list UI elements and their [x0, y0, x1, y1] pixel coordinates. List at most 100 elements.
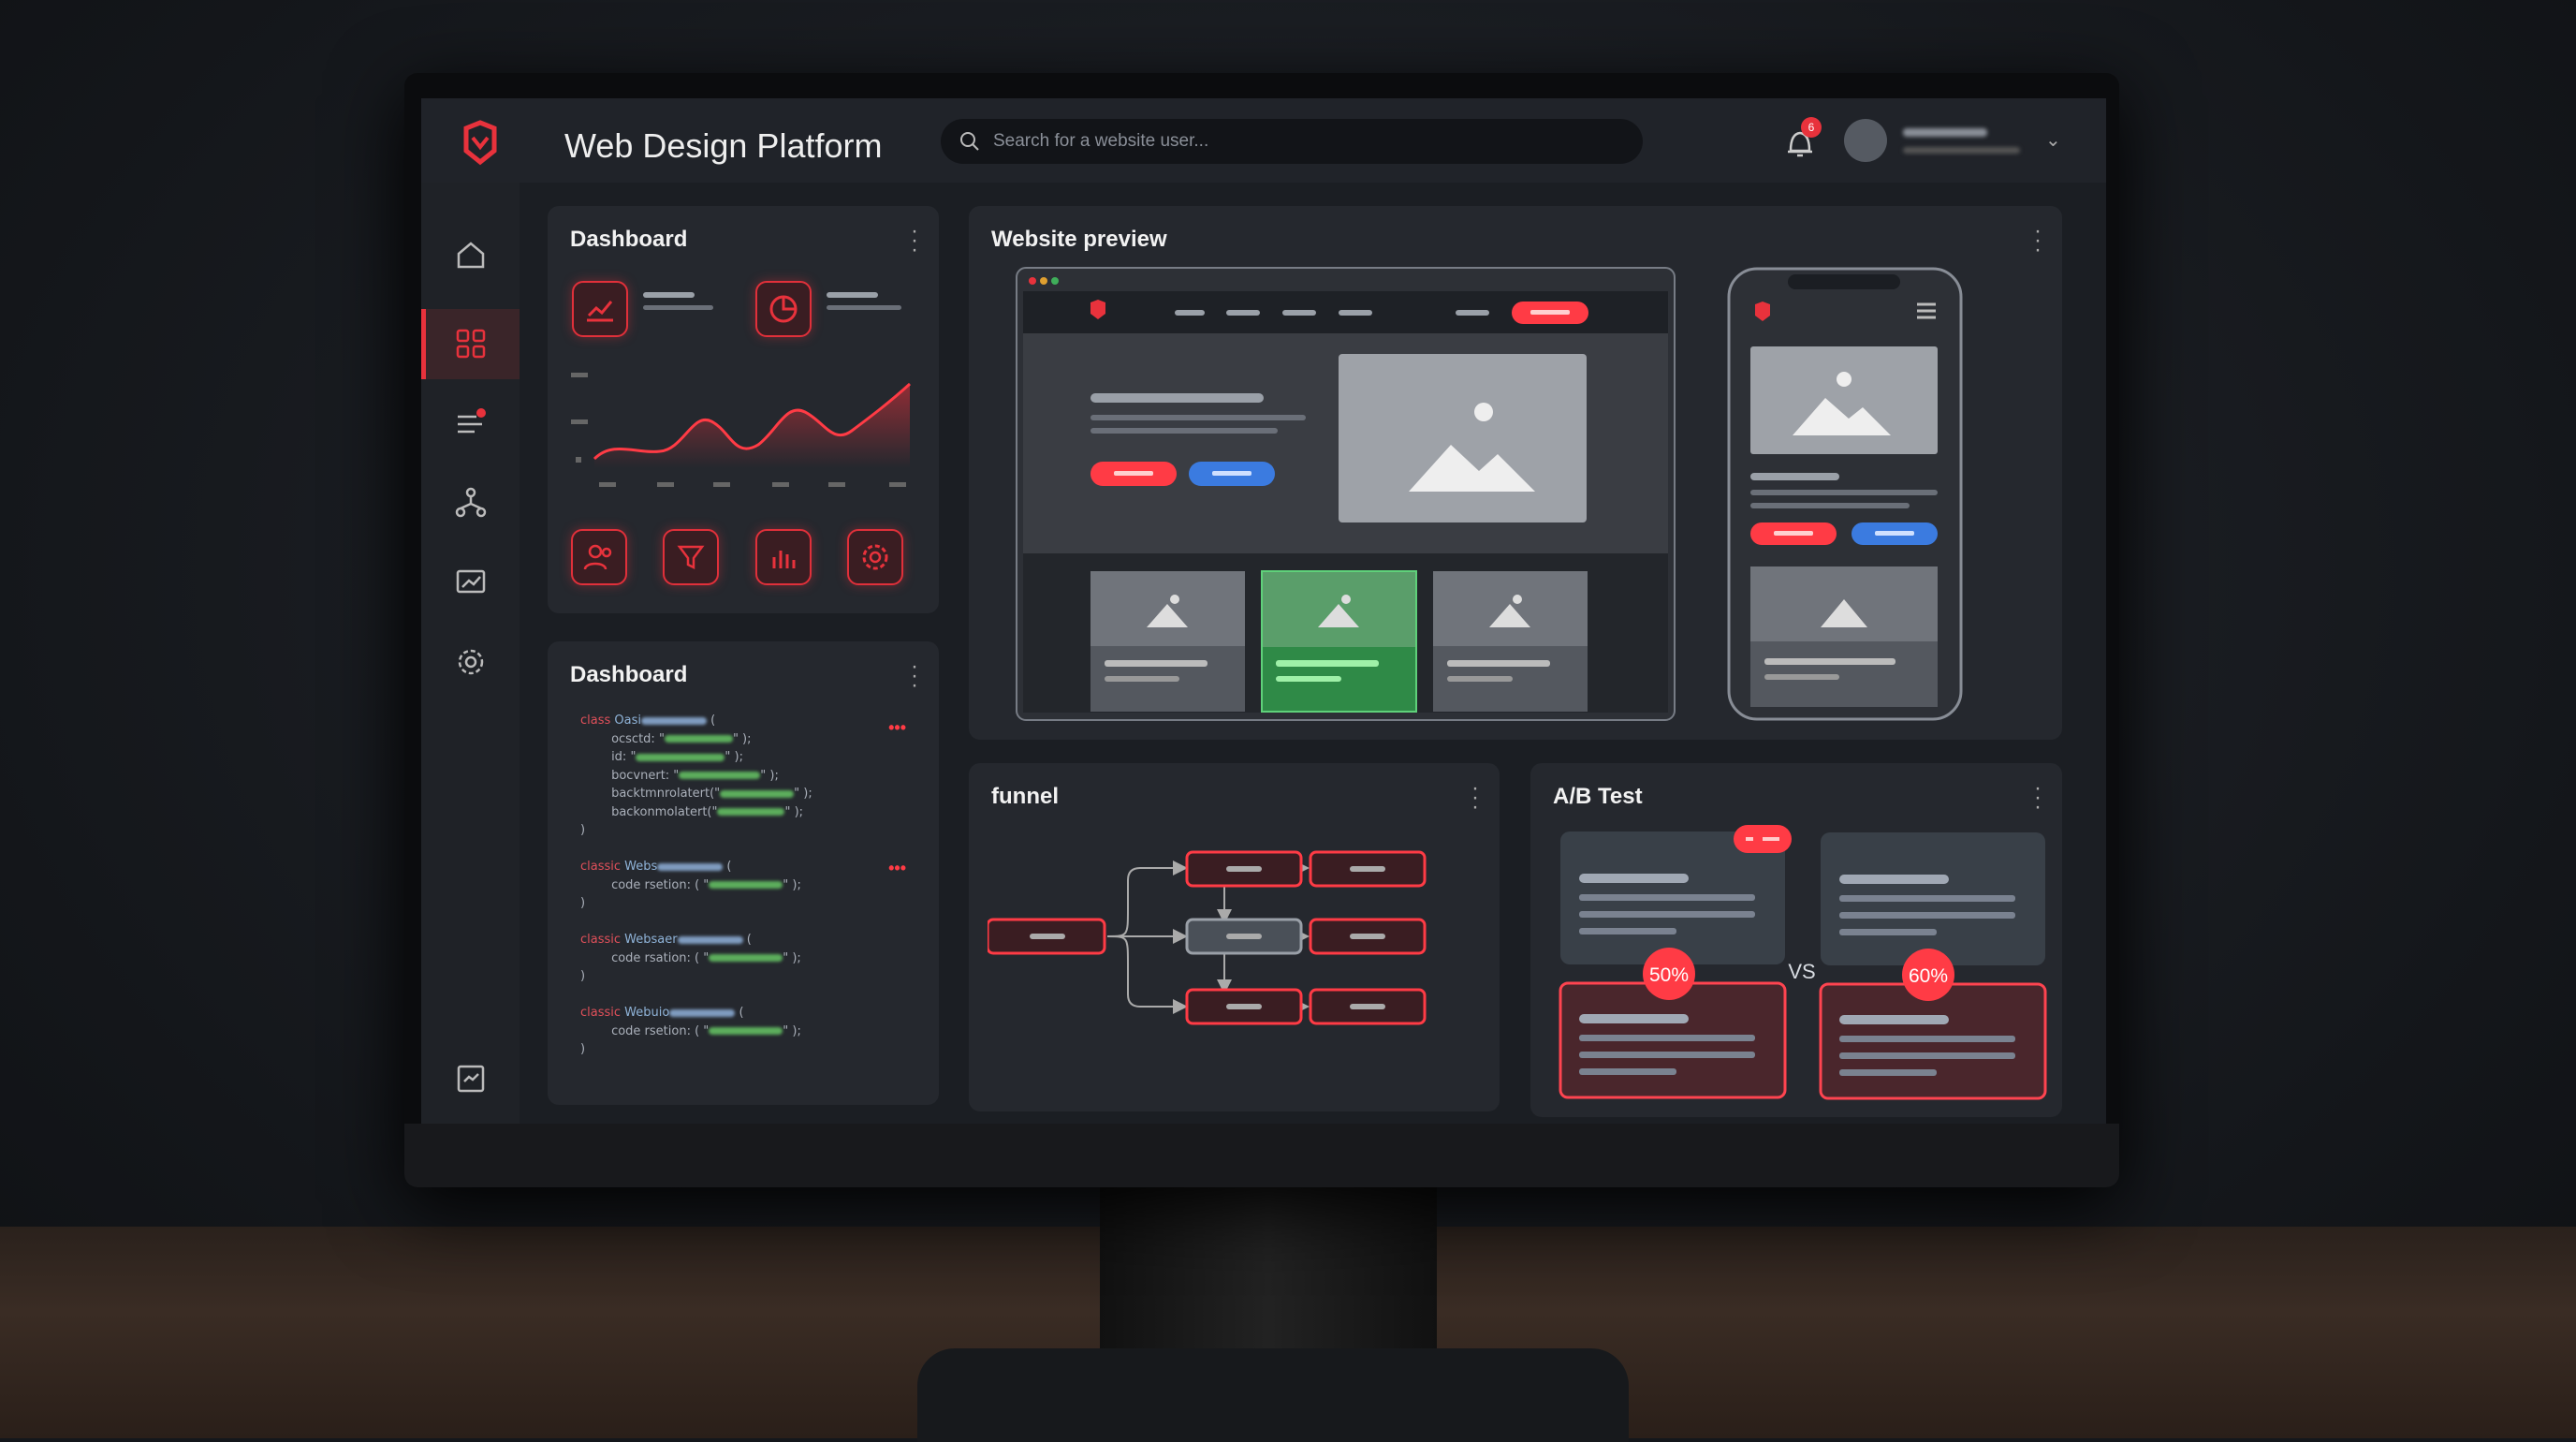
card-title: Dashboard — [570, 227, 688, 252]
code-line: id: " — [611, 750, 637, 764]
more-icon[interactable]: ••• — [888, 859, 906, 877]
more-icon[interactable]: ••• — [888, 718, 906, 737]
more-icon[interactable]: · · · — [2034, 218, 2042, 262]
content-cards — [1090, 570, 1588, 713]
network-icon[interactable] — [455, 487, 487, 519]
header: Web Design Platform Search for a website… — [421, 98, 2106, 183]
variant-a-original — [1560, 831, 1785, 964]
area-fill — [594, 384, 910, 468]
variant-b-percent-badge — [1902, 949, 1954, 1001]
card-title: funnel — [991, 784, 1059, 809]
x-tick — [772, 482, 789, 487]
funnel-node-label — [1030, 934, 1065, 939]
code-keyword: class — [580, 714, 611, 728]
image-placeholder — [1339, 354, 1587, 522]
text-placeholder — [643, 292, 695, 298]
funnel-node-label — [1226, 934, 1262, 939]
monitor-stand — [1100, 1180, 1437, 1367]
users-icon[interactable] — [571, 529, 627, 585]
ab-test-card: A/B Test · · · 50% 60% VS — [1530, 763, 2062, 1117]
x-tick — [889, 482, 906, 487]
variant-a-result — [1559, 981, 1787, 1099]
code-class-name: Webs — [624, 860, 658, 874]
monitor-chart-icon[interactable] — [455, 566, 487, 598]
text-placeholder — [827, 292, 878, 298]
variant-b-original — [1821, 832, 2045, 965]
more-icon[interactable]: · · · — [2034, 775, 2042, 819]
sidebar-active-indicator — [421, 309, 520, 379]
search-placeholder: Search for a website user... — [993, 131, 1209, 151]
code-editor: class Oasi ( ocsctd: " " ); id: " " ); boc… — [580, 714, 812, 1056]
code-class-name: Websaer — [624, 933, 678, 947]
bar-chart-icon[interactable] — [755, 529, 812, 585]
pie-chart-icon[interactable] — [755, 281, 812, 337]
code-line: bocvnert: " — [611, 768, 680, 783]
search-input[interactable]: Search for a website user... — [941, 119, 1643, 164]
more-icon[interactable]: · · · — [911, 654, 918, 698]
mobile-preview — [1727, 267, 1963, 721]
funnel-node-label — [1350, 1004, 1385, 1009]
notification-badge: 6 — [1801, 117, 1822, 138]
grid-icon[interactable] — [455, 328, 487, 360]
code-card: Dashboard · · · ••• ••• class Oasi ( ocsct… — [548, 641, 939, 1105]
monitor-chin — [404, 1124, 2119, 1187]
x-tick — [657, 482, 674, 487]
funnel-diagram — [988, 850, 1427, 1025]
code-line: backonmolatert(" — [611, 804, 718, 819]
settings-icon[interactable] — [847, 529, 903, 585]
tasks-icon[interactable] — [455, 407, 487, 439]
website-preview-card: Website preview · · · — [969, 206, 2062, 740]
text-placeholder — [643, 305, 713, 310]
search-icon — [960, 132, 979, 151]
logo-icon — [1090, 300, 1105, 319]
vs-label: VS — [1788, 960, 1815, 983]
variant-a-percent-badge — [1643, 948, 1695, 1000]
logo-icon — [463, 120, 497, 166]
code-class-name: Oasi — [614, 714, 642, 728]
text-placeholder — [827, 305, 901, 310]
funnel-icon[interactable] — [663, 529, 719, 585]
y-tick — [571, 419, 588, 424]
dashboard-card: Dashboard · · · — [548, 206, 939, 613]
code-line: code rsation: ( " — [611, 950, 710, 965]
more-icon[interactable]: · · · — [911, 218, 918, 262]
user-name — [1903, 128, 1987, 137]
code-line: backtmnrolatert(" — [611, 787, 721, 801]
funnel-node-label — [1350, 866, 1385, 872]
code-keyword: classic — [580, 933, 622, 947]
report-icon[interactable] — [455, 1063, 487, 1095]
card-title: Website preview — [991, 227, 1167, 252]
line-chart-icon[interactable] — [572, 281, 628, 337]
variant-b-result — [1819, 982, 2047, 1100]
code-keyword: classic — [580, 1006, 622, 1020]
variant-a-percent: 50% — [1649, 964, 1689, 986]
bell-icon[interactable] — [1783, 125, 1817, 162]
code-class-name: Webuio — [624, 1006, 670, 1020]
card-title: Dashboard — [570, 662, 688, 687]
x-tick — [828, 482, 845, 487]
area-chart — [571, 373, 912, 487]
code-line: code rsetion: ( " — [611, 1023, 710, 1038]
x-tick — [599, 482, 616, 487]
variant-b-percent: 60% — [1909, 965, 1948, 987]
monitor-foot — [917, 1348, 1629, 1442]
home-icon[interactable] — [455, 239, 487, 271]
card-title: A/B Test — [1553, 784, 1643, 809]
avatar[interactable] — [1844, 119, 1887, 162]
sidebar — [421, 183, 520, 1124]
line-series — [593, 382, 912, 461]
more-icon[interactable]: · · · — [1471, 775, 1479, 819]
funnel-node-label — [1226, 866, 1262, 872]
funnel-node-label — [1350, 934, 1385, 939]
chevron-down-icon[interactable]: ⌄ — [2045, 130, 2061, 151]
funnel-card: funnel · · · — [969, 763, 1500, 1111]
settings-icon[interactable] — [455, 646, 487, 678]
ab-test-visual: 50% 60% VS — [1559, 825, 2047, 1100]
funnel-node-label — [1226, 1004, 1262, 1009]
x-tick — [713, 482, 730, 487]
y-tick — [576, 457, 581, 463]
app-window: Web Design Platform Search for a website… — [421, 98, 2106, 1124]
code-line: ocsctd: " — [611, 731, 665, 746]
app-title: Web Design Platform — [564, 126, 883, 165]
code-keyword: classic — [580, 860, 622, 874]
